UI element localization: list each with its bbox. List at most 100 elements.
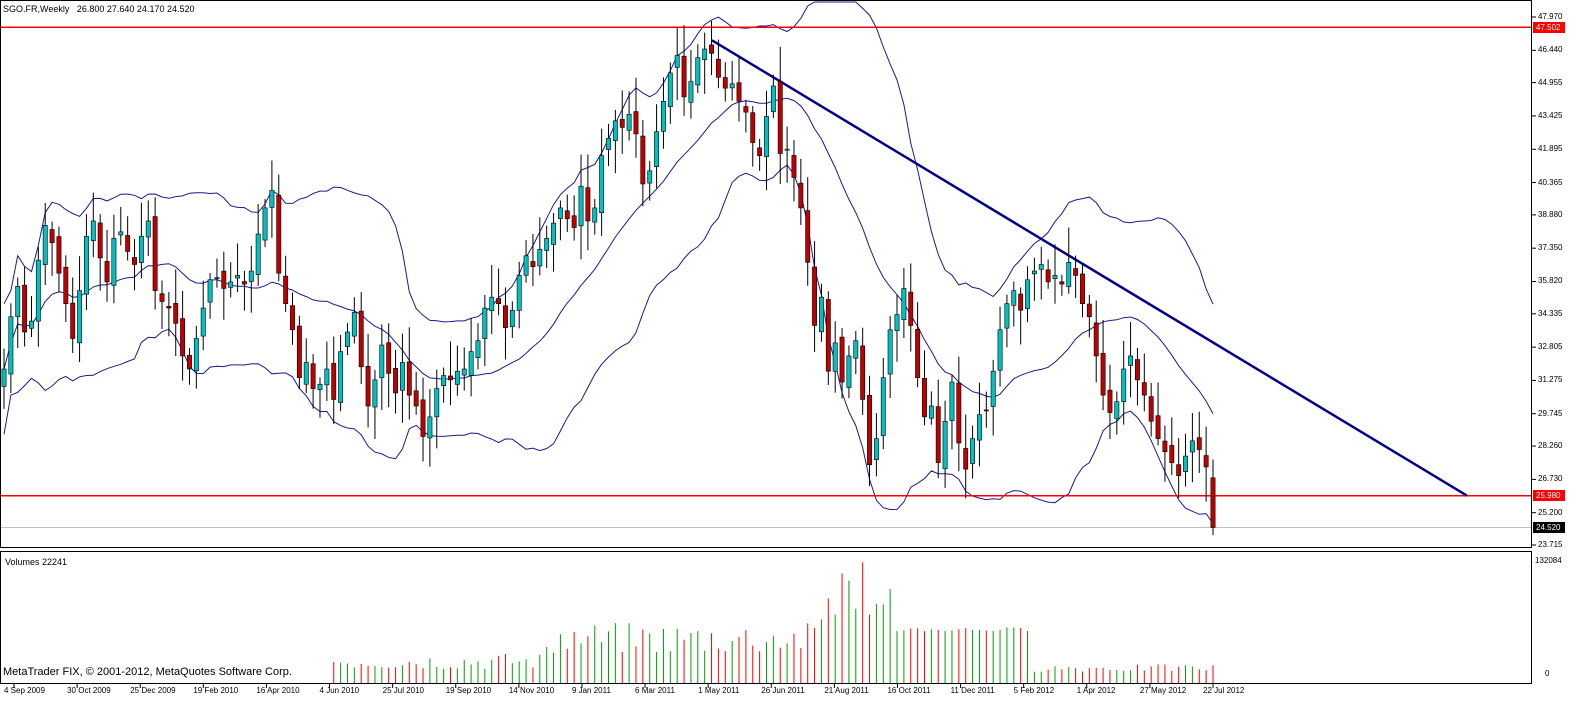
bullish-candle [193,338,199,372]
bullish-candle [1011,290,1017,306]
bullish-candle [145,220,151,238]
time-tick-label: 26 Jun 2011 [761,686,805,695]
bullish-candle [434,388,440,418]
bearish-candle [1162,440,1168,453]
price-tick-label: 28.260 [1538,441,1563,451]
bearish-candle [159,293,165,302]
time-tick-label: 11 Dec 2011 [950,686,995,695]
bullish-candle [317,383,323,391]
price-tick-label: 41.895 [1538,144,1563,154]
bullish-candle [894,314,900,332]
price-tick-label: 25.200 [1538,507,1563,517]
bearish-candle [1203,455,1209,468]
bearish-candle [49,229,55,244]
bearish-candle [922,378,927,418]
time-tick-label: 4 Sep 2009 [4,686,45,695]
descending-trendline [711,39,1468,497]
bullish-candle [214,277,220,279]
bearish-candle [777,81,783,154]
time-tick-label: 22 Jul 2012 [1203,686,1245,695]
bullish-candle [599,155,605,213]
bearish-candle [915,329,921,379]
bearish-candle [1100,353,1106,396]
bearish-candle [1059,281,1065,285]
bullish-candle [667,72,673,107]
bullish-candle [29,320,34,329]
bullish-candle [970,438,976,464]
bullish-candle [207,279,213,303]
bearish-candle [166,306,172,309]
bullish-candle [489,296,495,311]
bearish-candle [1086,303,1092,318]
bullish-candle [537,248,543,267]
bullish-candle [262,207,268,241]
bullish-candle [303,362,309,385]
bearish-candle [1148,396,1154,422]
bollinger-middle-band [3,97,1214,415]
bullish-candle [832,342,838,372]
bearish-candle [1169,445,1175,463]
bullish-candle [990,370,996,407]
bullish-candle [942,420,948,470]
time-tick-label: 6 Mar 2011 [635,686,675,695]
symbol-timeframe: SGO.FR,Weekly [3,4,70,14]
bullish-candle [1038,264,1044,270]
time-tick-label: 27 May 2012 [1139,686,1187,695]
bullish-candle [482,307,488,339]
bullish-candle [688,81,694,103]
bearish-candle [132,257,137,265]
bullish-candle [578,185,584,227]
bullish-candle [997,329,1003,371]
bearish-candle [365,366,371,407]
bearish-candle [805,210,811,263]
bearish-candle [448,375,453,381]
bullish-candle [1,368,7,387]
bearish-candle [839,336,845,383]
bearish-candle [757,147,763,156]
bearish-candle [413,390,419,407]
bullish-candle [248,270,254,282]
bullish-candle [1183,455,1188,472]
bearish-candle [1107,389,1113,413]
bearish-candle [791,155,797,178]
bullish-candle [427,416,433,439]
bearish-candle [180,318,186,357]
price-tick-label: 40.365 [1538,177,1563,187]
volume-title: Volumes 22241 [5,557,68,567]
bearish-candle [70,302,76,339]
bullish-candle [461,368,467,376]
bullish-candle [784,148,790,151]
bullish-candle [516,275,522,311]
bullish-candle [887,329,893,375]
bearish-candle [393,368,398,394]
price-tick-label: 37.350 [1538,243,1563,253]
bullish-candle [846,355,852,388]
price-tick-label: 46.440 [1538,45,1563,55]
bullish-candle [606,137,611,150]
bullish-candle [8,316,14,375]
bullish-candle [551,222,556,245]
bullish-candle [90,220,96,242]
bearish-candle [750,112,756,143]
bearish-candle [420,399,426,437]
bearish-candle [935,406,941,463]
bearish-candle [1045,269,1051,283]
bullish-candle [200,307,206,337]
bearish-candle [310,363,316,389]
bearish-candle [633,111,639,135]
last-price-tag: 24.520 [1533,521,1565,533]
price-tick-label: 32.805 [1538,342,1563,352]
bullish-candle [324,368,330,386]
bullish-candle [729,83,735,89]
bearish-candle [22,284,28,333]
bullish-candle [764,116,769,157]
bullish-candle [454,370,460,385]
bearish-candle [1080,273,1085,304]
bearish-candle [125,235,131,252]
bullish-candle [770,85,776,112]
bearish-candle [585,187,591,222]
time-tick-label: 21 Aug 2011 [824,686,869,695]
ohlc-readout: 26.800 27.640 24.170 24.520 [76,4,195,14]
